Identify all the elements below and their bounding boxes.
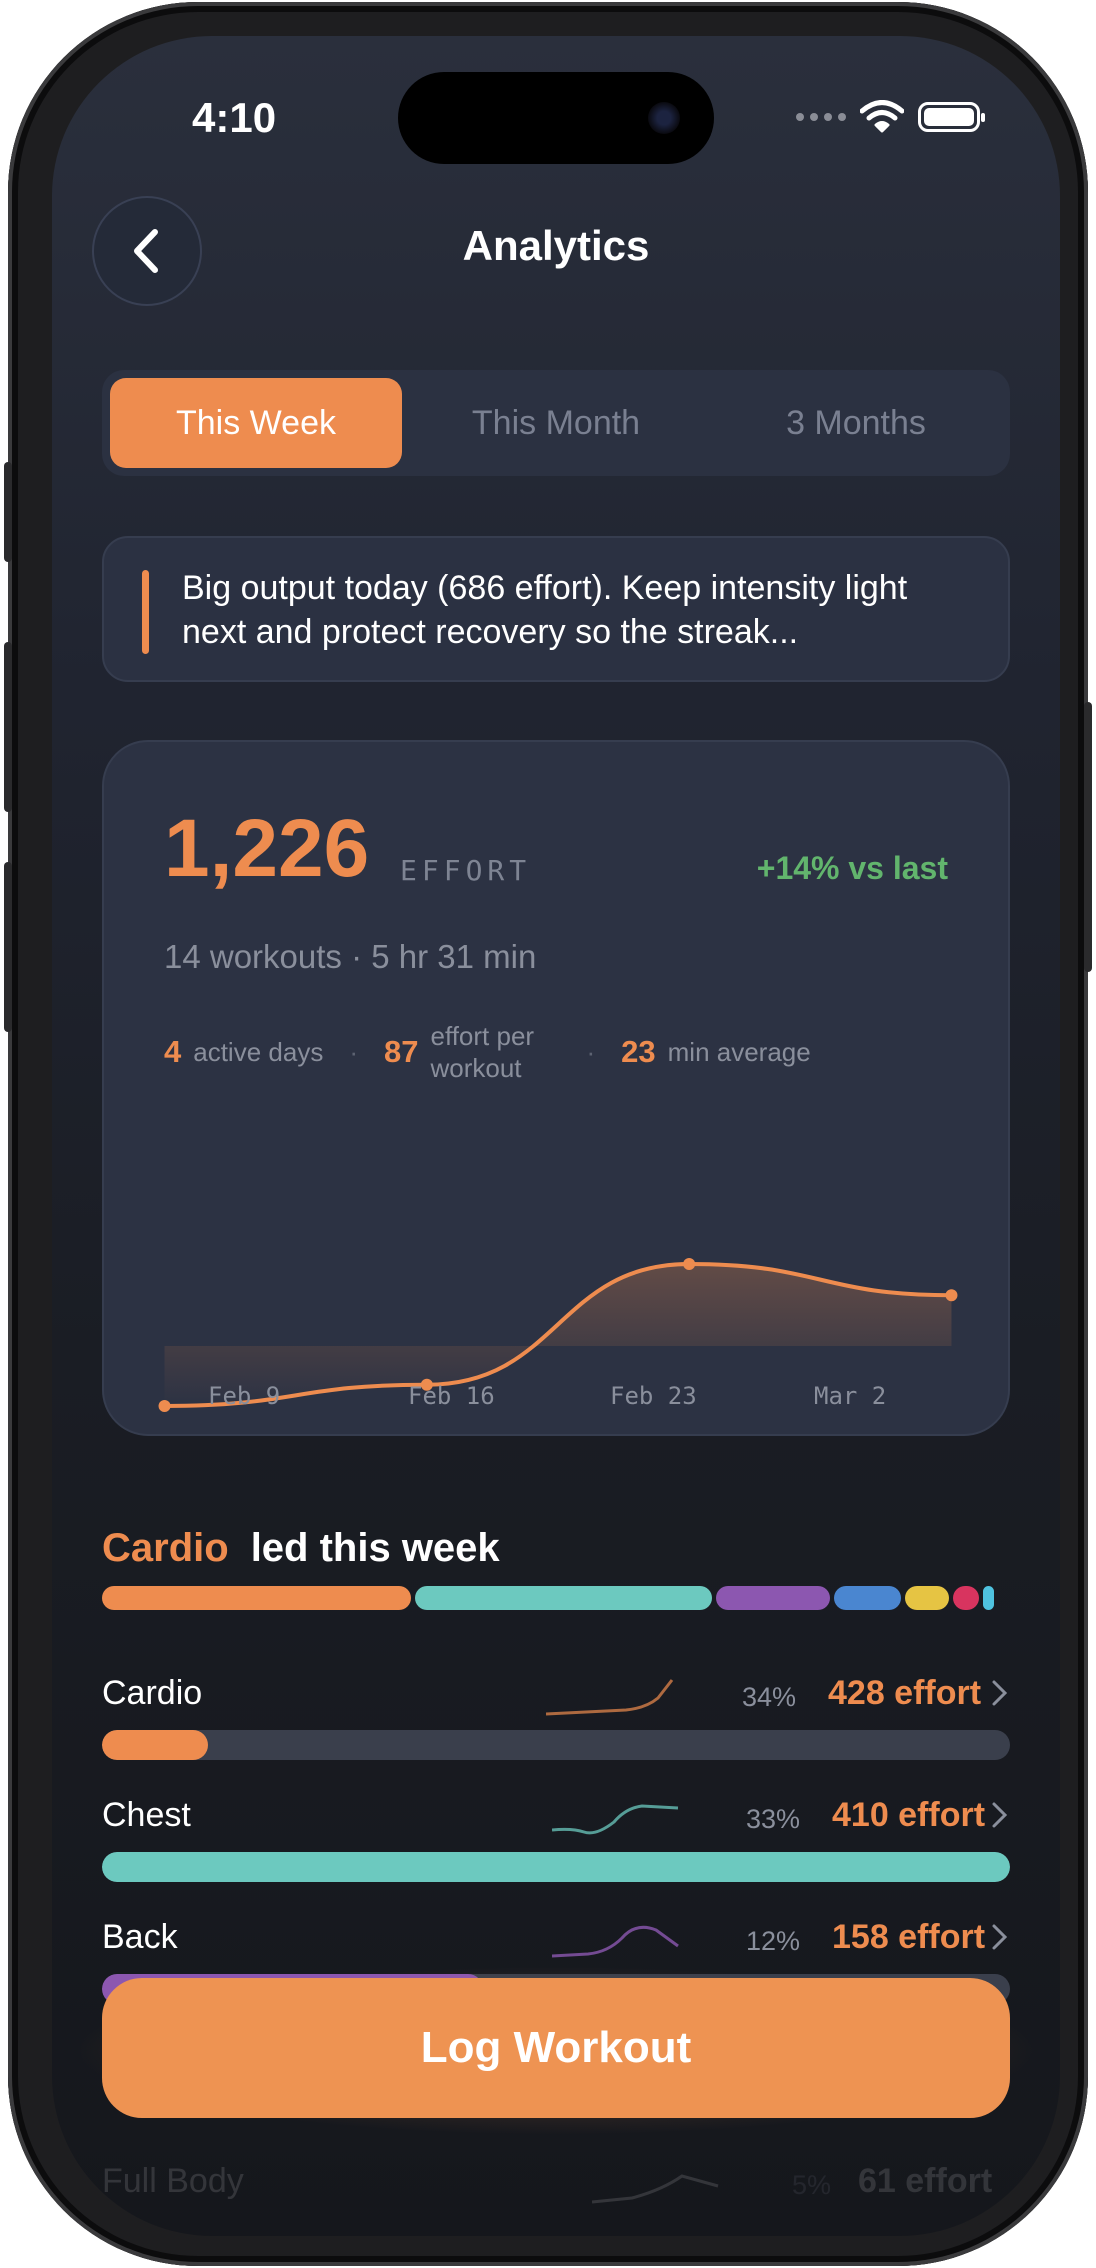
category-distribution-bar [102,1586,1010,1610]
active-days-value: 4 [164,1034,182,1069]
leader-category: Cardio [102,1526,229,1570]
chevron-right-icon [992,1680,1008,1706]
category-effort: 158 effort [832,1918,986,1956]
trend-line [162,1261,954,1408]
leader-headline: Cardio led this week [102,1526,500,1571]
battery-icon [918,102,985,132]
category-percent: 5% [792,2170,832,2200]
chevron-right-icon [992,1802,1008,1828]
x-tick-label: Mar 2 [814,1382,887,1410]
log-workout-button[interactable]: Log Workout [102,1978,1010,2118]
category-name: Back [102,1918,178,1956]
distribution-segment [904,1586,949,1610]
sparkline-full-body [592,2174,719,2204]
distribution-segment [952,1586,980,1610]
category-name: Full Body [102,2162,244,2200]
mini-stats: 4 active days · 87 effort per workout · … [164,1021,811,1083]
chevron-right-icon [992,1924,1008,1950]
category-percent: 33% [746,1804,801,1834]
insight-card[interactable]: Big output today (686 effort). Keep inte… [102,536,1010,682]
active-days-label: active days [193,1036,324,1067]
volume-up-button [4,642,12,812]
sparkline-back [552,1925,679,1958]
category-name: Chest [102,1796,191,1834]
effort-trend-chart [158,1258,958,1412]
category-progress-track [102,1730,1010,1760]
category-effort: 61 effort [858,2162,993,2200]
total-effort: 1,226 [164,803,370,894]
category-progress-fill [102,1730,209,1760]
trend-point [158,1400,171,1412]
distribution-segment [102,1586,412,1610]
delta-badge: +14% vs last [756,850,948,886]
phone-frame: 4:10 Analytics This Week This Month 3 Mo… [4,2,1092,2266]
x-tick-label: Feb 9 [208,1382,281,1410]
distribution-segment [715,1586,831,1610]
summary-card: 1,226 EFFORT +14% vs last 14 workouts · … [102,740,1010,1436]
trend-point [683,1258,696,1270]
tab-this-week[interactable]: This Week [110,378,402,468]
power-button [1084,702,1092,972]
sparkline-cardio [546,1679,674,1716]
category-percent: 12% [746,1926,801,1956]
period-selector: This Week This Month 3 Months [102,370,1010,476]
x-tick-label: Feb 23 [610,1382,697,1410]
screen: 4:10 Analytics This Week This Month 3 Mo… [52,36,1060,2236]
category-name: Cardio [102,1674,203,1712]
insight-text: Big output today (686 effort). Keep inte… [182,569,908,651]
dynamic-island [398,72,714,164]
status-time: 4:10 [192,94,277,141]
effort-per-workout-label: effort per workout [430,1021,535,1083]
tab-this-month[interactable]: This Month [471,403,641,442]
category-progress-track [102,1852,1010,1882]
distribution-segment [983,1586,995,1610]
x-tick-label: Feb 16 [408,1382,495,1410]
tab-3-months[interactable]: 3 Months [786,403,926,442]
effort-unit: EFFORT [400,854,532,887]
category-row-chest[interactable]: Chest 33% 410 effort [102,1794,1010,1904]
min-average-label: min average [667,1036,811,1067]
insight-accent-bar [142,570,149,654]
chevron-left-icon [134,229,158,273]
effort-per-workout-value: 87 [384,1034,419,1069]
trend-point [420,1378,433,1391]
signal-icon [796,113,846,121]
trend-area [164,1264,952,1406]
category-percent: 34% [742,1682,797,1712]
category-row-cardio[interactable]: Cardio 34% 428 effort [102,1672,1010,1782]
category-effort: 410 effort [832,1796,986,1834]
sparkline-chest [552,1804,679,1835]
category-row-full-body[interactable]: Full Body 5% 61 effort [102,2160,1010,2236]
status-icons [796,100,985,134]
distribution-segment [415,1586,712,1610]
wifi-icon [860,100,904,133]
trend-point [945,1289,958,1302]
volume-down-button [4,862,12,1032]
distribution-segment [834,1586,901,1610]
min-average-value: 23 [621,1034,656,1069]
action-button [4,462,12,562]
back-button[interactable] [92,196,202,306]
category-progress-fill [102,1852,1010,1882]
category-effort: 428 effort [828,1674,982,1712]
workout-summary: 14 workouts · 5 hr 31 min [164,938,537,975]
leader-text: led this week [250,1526,500,1570]
page-title: Analytics [462,222,650,269]
